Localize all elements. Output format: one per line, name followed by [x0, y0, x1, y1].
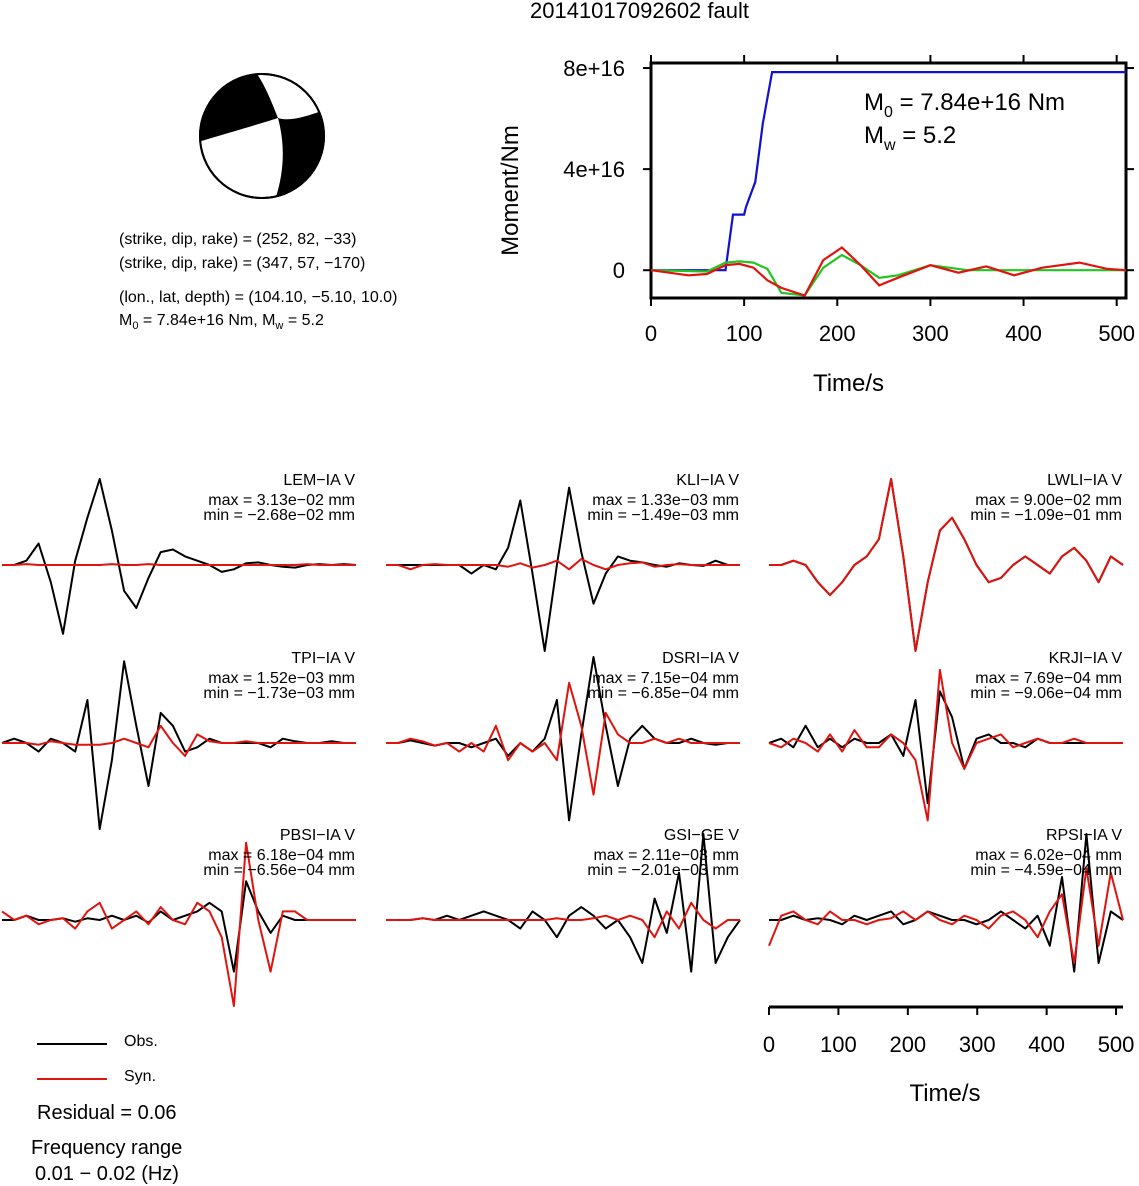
- synthetic-trace: [768, 668, 1123, 822]
- max-amplitude-label: max = 7.69e−04 mm: [975, 670, 1122, 687]
- observed-trace: [2, 880, 356, 973]
- synthetic-trace: [2, 724, 356, 757]
- min-amplitude-label: min = −1.09e−01 mm: [970, 507, 1122, 524]
- nodal-plane-1-text: (strike, dip, rake) = (252, 82, −33): [119, 231, 357, 248]
- min-amplitude-label: min = −2.01e−03 mm: [587, 862, 739, 879]
- moment-x-tick-label: 500: [1098, 321, 1135, 346]
- moment-x-tick-label: 100: [726, 321, 763, 346]
- moment-x-tick-label: 300: [912, 321, 949, 346]
- moment-series-line-1: [651, 71, 1126, 272]
- station-label: LWLI−IA V: [1047, 472, 1122, 489]
- station-label: GSI−GE V: [664, 827, 739, 844]
- observed-trace: [769, 833, 1124, 973]
- legend-obs-label: Obs.: [124, 1033, 158, 1050]
- nodal-plane-2-text: (strike, dip, rake) = (347, 57, −170): [119, 255, 366, 272]
- synthetic-trace: [386, 681, 740, 796]
- station-label: KRJI−IA V: [1049, 650, 1123, 667]
- station-label: TPI−IA V: [291, 650, 355, 667]
- min-amplitude-label: min = −2.68e−02 mm: [203, 507, 355, 524]
- max-amplitude-label: max = 1.33e−03 mm: [592, 492, 739, 509]
- waveform-x-tick-label: 200: [889, 1032, 926, 1057]
- min-amplitude-label: min = −9.06e−04 mm: [970, 685, 1122, 702]
- max-amplitude-label: max = 6.02e−04 mm: [975, 847, 1122, 864]
- hypocenter-text: (lon., lat, depth) = (104.10, −5.10, 10.…: [119, 289, 398, 306]
- max-amplitude-label: max = 2.11e−03 mm: [593, 847, 739, 864]
- synthetic-trace: [386, 901, 740, 939]
- moment-y-tick-label: 0: [613, 258, 625, 283]
- moment-plot-frame: [649, 61, 1128, 300]
- max-amplitude-label: max = 1.52e−03 mm: [208, 670, 355, 687]
- waveform-x-tick-label: 100: [820, 1032, 857, 1057]
- synthetic-trace: [768, 867, 1124, 964]
- moment-m0-annotation: M0 = 7.84e+16 Nm: [864, 89, 1065, 121]
- min-amplitude-label: min = −6.85e−04 mm: [587, 685, 739, 702]
- min-amplitude-label: min = −6.56e−04 mm: [203, 862, 355, 879]
- moment-mw-annotation: Mw = 5.2: [864, 122, 956, 154]
- synthetic-trace: [769, 478, 1124, 652]
- waveform-x-tick-label: 400: [1028, 1032, 1065, 1057]
- waveform-x-tick-label: 300: [959, 1032, 996, 1057]
- moment-x-axis-label: Time/s: [813, 370, 884, 397]
- moment-chart: 0 100 200 300 400 500 0 4e+16 8e+16 Time/s Moment/…: [497, 55, 1135, 397]
- legend-syn-line: [37, 1078, 107, 1080]
- moment-x-tick-label: 200: [819, 321, 856, 346]
- synthetic-trace: [1, 841, 356, 1007]
- synthetic-trace: [386, 558, 740, 571]
- legend-syn-label: Syn.: [124, 1068, 157, 1085]
- moment-y-tick-label: 8e+16: [563, 56, 625, 81]
- min-amplitude-label: min = −4.59e−04 mm: [970, 862, 1122, 879]
- moment-x-tick-label: 0: [645, 321, 657, 346]
- station-label: LEM−IA V: [283, 472, 355, 489]
- max-amplitude-label: max = 6.18e−04 mm: [208, 847, 355, 864]
- m0-rest: = 7.84e+16 Nm, M: [138, 312, 276, 329]
- m0-subscript: 0: [132, 320, 139, 332]
- moment-y-tick-label: 4e+16: [563, 157, 625, 182]
- frequency-range-title: Frequency range: [31, 1137, 183, 1159]
- max-amplitude-label: max = 9.00e−02 mm: [975, 492, 1122, 509]
- max-amplitude-label: max = 7.15e−04 mm: [592, 670, 739, 687]
- figure-title: 20141017092602 fault: [530, 0, 749, 23]
- mw-subscript: w: [275, 320, 284, 332]
- moment-x-tick-label: 400: [1005, 321, 1042, 346]
- station-label: KLI−IA V: [676, 472, 739, 489]
- moment-series-line-2: [650, 253, 1126, 297]
- waveform-x-tick-label: 500: [1098, 1032, 1135, 1057]
- moment-series-line-3: [650, 246, 1127, 297]
- m0-prefix: M: [119, 312, 133, 329]
- synthetic-trace: [2, 563, 356, 566]
- waveform-x-axis-label: Time/s: [909, 1080, 980, 1107]
- station-label: DSRI−IA V: [662, 650, 739, 667]
- observed-trace: [2, 478, 357, 635]
- legend-obs-line: [37, 1043, 107, 1045]
- moment-y-axis-label: Moment/Nm: [497, 125, 524, 256]
- station-label: PBSI−IA V: [280, 827, 355, 844]
- frequency-range-value: 0.01 − 0.02 (Hz): [35, 1163, 179, 1185]
- magnitude-text: M0 = 7.84e+16 Nm, Mw = 5.2: [119, 310, 324, 333]
- waveform-x-tick-label: 0: [763, 1032, 775, 1057]
- station-label: RPSI−IA V: [1046, 827, 1122, 844]
- max-amplitude-label: max = 3.13e−02 mm: [208, 492, 355, 509]
- residual-text: Residual = 0.06: [37, 1102, 177, 1124]
- min-amplitude-label: min = −1.73e−03 mm: [203, 685, 355, 702]
- focal-mechanism-beachball: [199, 73, 325, 199]
- observed-trace: [386, 833, 741, 973]
- min-amplitude-label: min = −1.49e−03 mm: [587, 507, 739, 524]
- mw-rest: = 5.2: [283, 312, 324, 329]
